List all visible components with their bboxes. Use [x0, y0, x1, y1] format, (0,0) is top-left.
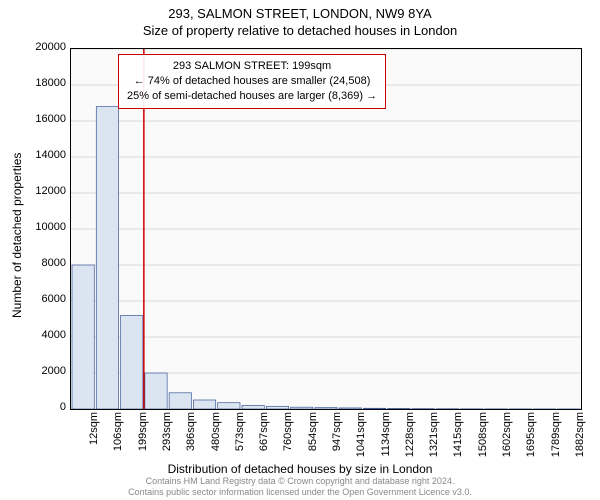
xtick-label: 573sqm [234, 412, 246, 460]
xtick-label: 947sqm [331, 412, 343, 460]
x-axis-label: Distribution of detached houses by size … [0, 462, 600, 476]
xtick-label: 1415sqm [452, 412, 464, 460]
xtick-label: 760sqm [282, 412, 294, 460]
ytick-label: 4000 [6, 329, 66, 341]
xtick-label: 199sqm [137, 412, 149, 460]
bar [121, 315, 143, 409]
chart-subtitle: Size of property relative to detached ho… [0, 21, 600, 38]
xtick-label: 854sqm [307, 412, 319, 460]
annotation-box: 293 SALMON STREET: 199sqm ← 74% of detac… [118, 54, 386, 109]
xtick-label: 667sqm [258, 412, 270, 460]
annotation-line1: 293 SALMON STREET: 199sqm [127, 59, 377, 74]
copyright-line1: Contains HM Land Registry data © Crown c… [0, 476, 600, 487]
bar [242, 405, 264, 409]
copyright-line2: Contains public sector information licen… [0, 487, 600, 498]
bar [388, 408, 410, 409]
xtick-label: 12sqm [88, 412, 100, 460]
xtick-label: 1882sqm [574, 412, 586, 460]
bar [72, 265, 94, 409]
annotation-line2: ← 74% of detached houses are smaller (24… [127, 74, 377, 89]
annotation-line3: 25% of semi-detached houses are larger (… [127, 89, 377, 104]
xtick-label: 1041sqm [355, 412, 367, 460]
bar [169, 393, 191, 409]
bar [339, 408, 361, 409]
bar [315, 408, 337, 409]
xtick-label: 386sqm [185, 412, 197, 460]
xtick-label: 480sqm [210, 412, 222, 460]
copyright-text: Contains HM Land Registry data © Crown c… [0, 476, 600, 498]
ytick-label: 0 [6, 401, 66, 413]
bar [363, 408, 385, 409]
bar [291, 407, 313, 409]
bar [96, 107, 118, 409]
ytick-label: 20000 [6, 41, 66, 53]
xtick-label: 106sqm [112, 412, 124, 460]
ytick-label: 16000 [6, 113, 66, 125]
xtick-label: 1695sqm [525, 412, 537, 460]
bar [145, 373, 167, 409]
xtick-label: 1134sqm [380, 412, 392, 460]
bar [193, 400, 215, 409]
xtick-label: 1228sqm [404, 412, 416, 460]
chart-title: 293, SALMON STREET, LONDON, NW9 8YA [0, 0, 600, 21]
y-axis-label: Number of detached properties [10, 153, 24, 318]
xtick-label: 1321sqm [428, 412, 440, 460]
ytick-label: 2000 [6, 365, 66, 377]
xtick-label: 1602sqm [501, 412, 513, 460]
xtick-label: 293sqm [161, 412, 173, 460]
xtick-label: 1508sqm [477, 412, 489, 460]
ytick-label: 18000 [6, 77, 66, 89]
xtick-label: 1789sqm [550, 412, 562, 460]
chart-container: 293, SALMON STREET, LONDON, NW9 8YA Size… [0, 0, 600, 500]
bar [218, 403, 240, 409]
bar [266, 406, 288, 409]
